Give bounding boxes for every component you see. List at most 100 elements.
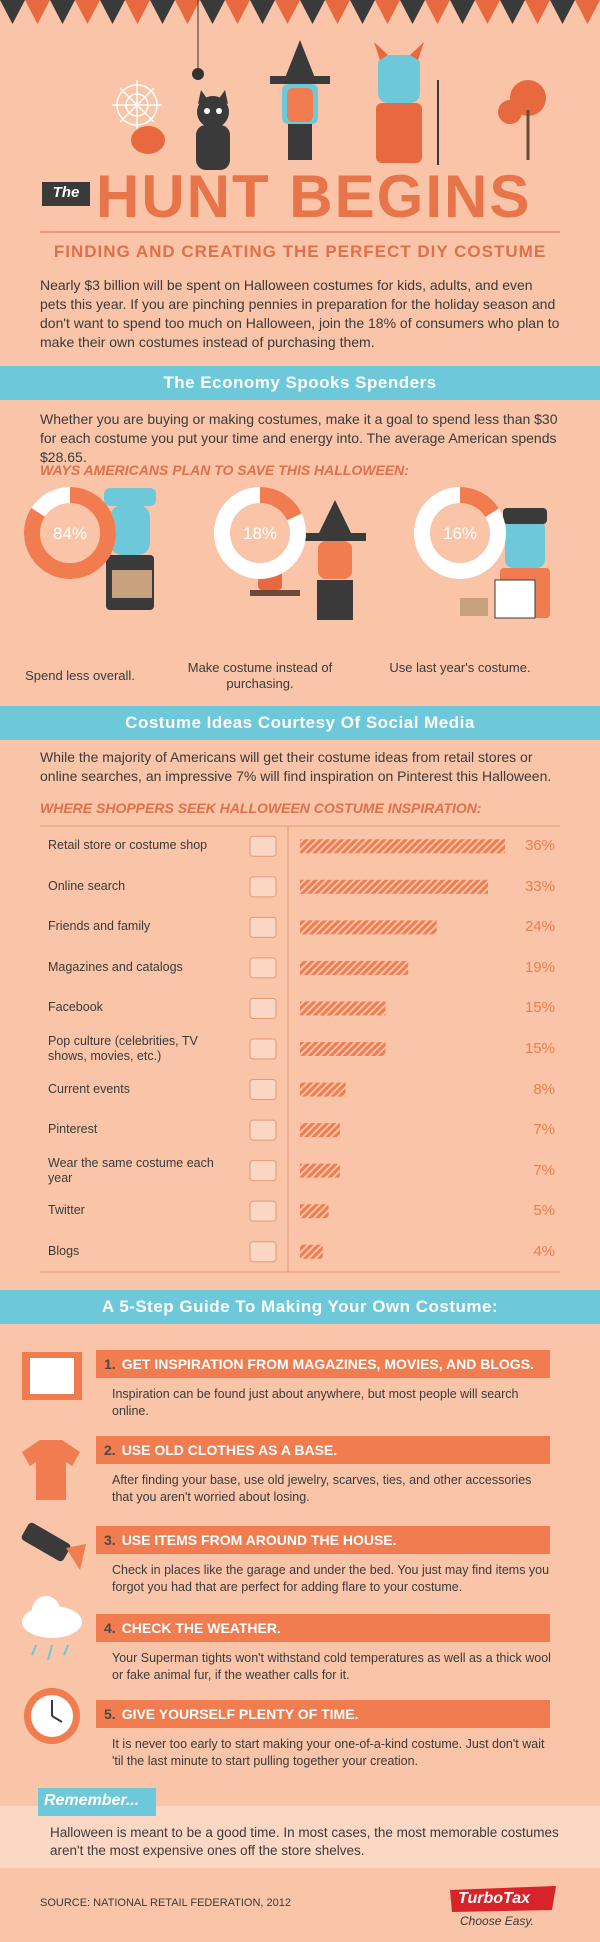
pennant (275, 0, 300, 24)
step-icon-flashlight (21, 1522, 86, 1570)
character-3 (460, 508, 550, 619)
witch (270, 40, 330, 160)
tagline: Choose Easy. (460, 1914, 534, 1928)
category-icon (249, 1119, 277, 1141)
remember-box (0, 1806, 600, 1868)
category-icon (249, 835, 277, 857)
step-text: Your Superman tights won't withstand col… (112, 1651, 551, 1682)
bar (300, 1244, 323, 1259)
subtitle: FINDING AND CREATING THE PERFECT DIY COS… (53, 242, 547, 261)
pennant (475, 0, 500, 24)
logo: TurboTax (458, 1890, 531, 1907)
category-icon (249, 1038, 277, 1060)
step-heading: USE OLD CLOTHES AS A BASE. (121, 1442, 338, 1458)
section-heading: Costume Ideas Courtesy Of Social Media (0, 706, 600, 740)
pennant (75, 0, 100, 24)
step-text: Inspiration can be found just about anyw… (112, 1387, 519, 1418)
category-icon (249, 1160, 277, 1182)
donut-label: 18% (243, 524, 277, 543)
caption: Spend less overall. (25, 668, 135, 683)
chart-title: WHERE SHOPPERS SEEK HALLOWEEN COSTUME IN… (40, 800, 482, 816)
step-heading: GIVE YOURSELF PLENTY OF TIME. (121, 1706, 359, 1722)
pennant (525, 0, 550, 24)
bar (300, 1082, 346, 1097)
pennant (150, 0, 175, 24)
category-label: Online search (48, 878, 126, 893)
category-label: Wear the same costume each year (48, 1155, 214, 1185)
step-title: 2. USE OLD CLOTHES AS A BASE. (96, 1436, 550, 1464)
step-number: 3. (104, 1532, 116, 1548)
bar (300, 1042, 386, 1056)
value-label: 7% (533, 1121, 555, 1139)
donut-chart: 84% 18% 16% (24, 487, 506, 579)
pennant (375, 0, 400, 24)
caption: Use last year's costume. (389, 660, 531, 675)
donut-label: 84% (53, 524, 87, 543)
step-text: It is never too early to start making yo… (112, 1737, 545, 1768)
chart-title: WAYS AMERICANS PLAN TO SAVE THIS HALLOWE… (40, 462, 409, 478)
step-title: 1. GET INSPIRATION FROM MAGAZINES, MOVIES… (96, 1350, 550, 1378)
value-label: 33% (524, 877, 555, 895)
category-label: Friends and family (48, 919, 151, 934)
title-badge (42, 182, 90, 206)
category-label: Pop culture (celebrities, TV shows, movi… (48, 1034, 198, 1063)
remember-heading: Remember... (44, 1792, 140, 1809)
step-icon-clock (24, 1688, 80, 1744)
pennant (325, 0, 350, 24)
category-label: Twitter (48, 1203, 85, 1218)
devil (374, 42, 439, 165)
pennant (100, 0, 125, 24)
category-icon (249, 1079, 277, 1101)
pennant (50, 0, 75, 24)
section-heading: The Economy Spooks Spenders (0, 366, 600, 400)
pennant (175, 0, 200, 24)
pennant (450, 0, 475, 24)
donut-arc (214, 487, 306, 579)
spider-web (112, 80, 162, 130)
chart-frame (40, 825, 560, 1273)
title-small: The (52, 184, 80, 201)
pennant (300, 0, 325, 24)
paragraph: While the majority of Americans will get… (40, 749, 552, 784)
value-label: 7% (533, 1161, 555, 1179)
bar (300, 1001, 386, 1016)
pennant (550, 0, 575, 24)
remember-text: Halloween is meant to be a good time. In… (50, 1825, 559, 1858)
step-title: 4. CHECK THE WEATHER. (96, 1614, 550, 1642)
category-label: Current events (48, 1081, 130, 1096)
pennant (400, 0, 425, 24)
category-label: Facebook (48, 1000, 103, 1015)
step-heading: GET INSPIRATION FROM MAGAZINES, MOVIES, … (121, 1356, 534, 1372)
category-label: Retail store or costume shop (48, 838, 208, 853)
step-heading: CHECK THE WEATHER. (121, 1620, 281, 1636)
source: SOURCE: NATIONAL RETAIL FEDERATION, 2012 (40, 1897, 292, 1909)
step-icon-magazine (22, 1352, 82, 1400)
bar (300, 960, 409, 975)
donut-label: 16% (443, 524, 477, 543)
pennant-banner (0, 0, 600, 24)
donut-arc (24, 487, 116, 579)
value-label: 15% (524, 999, 555, 1017)
category-label: Pinterest (48, 1122, 98, 1137)
spider (192, 68, 204, 80)
pennant (125, 0, 150, 24)
value-label: 15% (524, 1040, 555, 1057)
pennant (25, 0, 50, 24)
logo-badge (450, 1886, 556, 1912)
bar (300, 879, 488, 894)
step-number: 2. (104, 1442, 116, 1458)
step-title: 5. GIVE YOURSELF PLENTY OF TIME. (96, 1700, 550, 1728)
pennant (0, 0, 25, 24)
value-label: 36% (524, 837, 555, 855)
pennant (500, 0, 525, 24)
value-label: 24% (524, 918, 555, 936)
pennant (425, 0, 450, 24)
step-icon-cloud (22, 1596, 82, 1661)
category-icon (249, 997, 277, 1019)
value-label: 4% (533, 1242, 555, 1260)
step-text: After finding your base, use old jewelry… (112, 1473, 532, 1504)
step-number: 4. (104, 1620, 116, 1636)
step-number: 5. (104, 1706, 116, 1722)
pennant (350, 0, 375, 24)
